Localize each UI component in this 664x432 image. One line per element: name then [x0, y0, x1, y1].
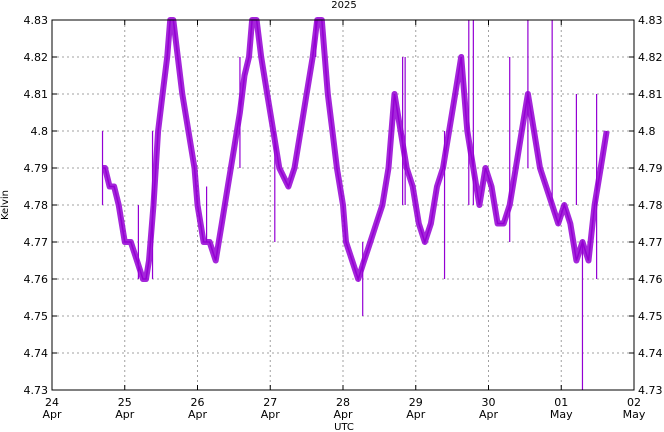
x-tick-day: 26	[191, 396, 205, 409]
series-line	[102, 19, 608, 282]
y-tick-label-right: 4.73	[638, 384, 663, 397]
x-tick-month: Apr	[42, 408, 62, 421]
y-tick-label-right: 4.78	[638, 199, 663, 212]
x-tick-day: 29	[409, 396, 423, 409]
y-tick-label-right: 4.79	[638, 162, 663, 175]
x-tick-day: 28	[336, 396, 350, 409]
x-tick-month: Apr	[479, 408, 499, 421]
y-tick-label-right: 4.81	[638, 88, 663, 101]
chart-title: 2025	[331, 0, 356, 11]
x-tick-month: Apr	[406, 408, 426, 421]
y-tick-label: 4.8	[31, 125, 49, 138]
x-tick-month: Apr	[115, 408, 135, 421]
x-tick-day: 30	[482, 396, 496, 409]
y-tick-label-right: 4.74	[638, 347, 663, 360]
y-tick-label-right: 4.76	[638, 273, 663, 286]
y-tick-labels-left: 4.73 4.74 4.75 4.76 4.77 4.78 4.79 4.8 4.81 4.82 4…	[24, 14, 49, 397]
axis-ticks	[51, 19, 635, 391]
x-tick-labels: 24Apr25Apr26Apr27Apr28Apr29Apr30Apr01May…	[42, 396, 645, 421]
y-tick-label: 4.76	[24, 273, 49, 286]
x-axis-title: UTC	[334, 422, 354, 432]
x-tick-day: 02	[627, 396, 641, 409]
y-tick-label-right: 4.75	[638, 310, 663, 323]
y-tick-label-right: 4.83	[638, 14, 663, 27]
x-tick-day: 24	[45, 396, 59, 409]
y-tick-label: 4.77	[24, 236, 49, 249]
y-tick-label-right: 4.77	[638, 236, 663, 249]
x-tick-month: Apr	[261, 408, 281, 421]
x-tick-month: May	[623, 408, 646, 421]
y-tick-label: 4.73	[24, 384, 49, 397]
y-tick-label: 4.75	[24, 310, 49, 323]
y-tick-label: 4.82	[24, 51, 49, 64]
y-tick-label-right: 4.82	[638, 51, 663, 64]
y-tick-label: 4.79	[24, 162, 49, 175]
x-tick-month: Apr	[333, 408, 353, 421]
y-tick-label: 4.81	[24, 88, 49, 101]
y-tick-label: 4.83	[24, 14, 49, 27]
x-tick-day: 25	[118, 396, 132, 409]
x-tick-month: Apr	[188, 408, 208, 421]
y-axis-title: Kelvin	[0, 190, 11, 220]
y-tick-label: 4.78	[24, 199, 49, 212]
y-tick-label-right: 4.8	[638, 125, 656, 138]
y-tick-label: 4.74	[24, 347, 49, 360]
x-tick-day: 27	[263, 396, 277, 409]
x-tick-month: May	[550, 408, 573, 421]
y-tick-labels-right: 4.73 4.74 4.75 4.76 4.77 4.78 4.79 4.8 4.81 4.82 4…	[638, 14, 663, 397]
x-tick-day: 01	[554, 396, 568, 409]
